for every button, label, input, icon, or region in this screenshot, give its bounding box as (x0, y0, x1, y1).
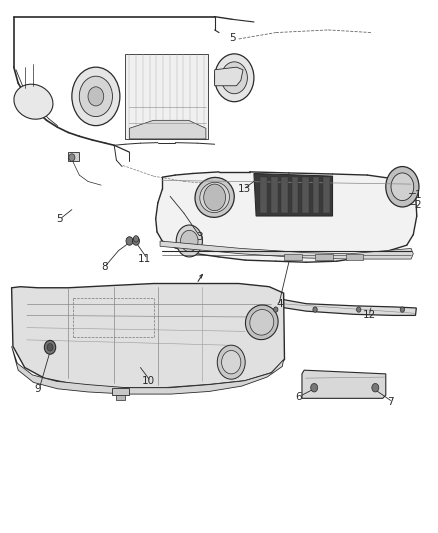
Bar (346, 254, 363, 260)
Polygon shape (125, 54, 208, 139)
Polygon shape (12, 284, 285, 387)
Text: 9: 9 (35, 384, 41, 394)
Circle shape (133, 237, 140, 245)
Polygon shape (282, 177, 288, 213)
Text: 1: 1 (414, 190, 421, 200)
Text: 4: 4 (277, 298, 283, 309)
Circle shape (222, 351, 241, 374)
Polygon shape (302, 370, 386, 398)
Circle shape (372, 383, 379, 392)
Text: 10: 10 (142, 376, 155, 386)
Ellipse shape (245, 305, 278, 340)
Bar (68, 152, 79, 161)
Circle shape (386, 166, 419, 207)
Circle shape (88, 87, 104, 106)
Polygon shape (261, 177, 267, 213)
Text: 6: 6 (296, 392, 302, 402)
Polygon shape (263, 293, 417, 316)
Polygon shape (12, 346, 284, 394)
Polygon shape (271, 177, 278, 213)
Text: 11: 11 (138, 254, 152, 263)
Ellipse shape (195, 177, 234, 217)
Ellipse shape (200, 182, 230, 213)
Circle shape (229, 71, 240, 85)
Polygon shape (160, 241, 413, 259)
Circle shape (72, 67, 120, 126)
Circle shape (204, 184, 226, 211)
Circle shape (313, 307, 317, 312)
Text: 8: 8 (101, 262, 108, 271)
Circle shape (391, 173, 414, 200)
Polygon shape (302, 177, 309, 213)
Polygon shape (130, 120, 206, 139)
Text: 5: 5 (229, 33, 235, 43)
Circle shape (69, 154, 75, 161)
Circle shape (215, 54, 254, 102)
Text: 5: 5 (57, 214, 63, 224)
Polygon shape (215, 67, 243, 86)
Circle shape (126, 237, 133, 245)
Circle shape (274, 307, 278, 312)
Circle shape (79, 76, 113, 117)
Ellipse shape (250, 310, 274, 335)
Text: 3: 3 (196, 232, 203, 243)
Polygon shape (323, 177, 330, 213)
Text: 7: 7 (387, 397, 394, 407)
Polygon shape (117, 395, 125, 400)
Bar (285, 254, 302, 260)
Text: 13: 13 (238, 184, 251, 195)
Circle shape (400, 307, 405, 312)
Circle shape (221, 62, 247, 94)
Polygon shape (313, 177, 319, 213)
Circle shape (47, 344, 53, 351)
Circle shape (180, 230, 198, 252)
Polygon shape (112, 387, 130, 395)
Circle shape (44, 341, 56, 354)
Circle shape (311, 383, 318, 392)
Polygon shape (254, 173, 332, 216)
Circle shape (217, 345, 245, 379)
Ellipse shape (14, 84, 53, 119)
Text: 12: 12 (363, 310, 376, 320)
Bar (315, 254, 332, 260)
Circle shape (357, 307, 361, 312)
Polygon shape (155, 172, 417, 262)
Circle shape (134, 236, 139, 242)
Text: 2: 2 (414, 200, 421, 211)
Polygon shape (292, 177, 298, 213)
Circle shape (176, 225, 202, 257)
